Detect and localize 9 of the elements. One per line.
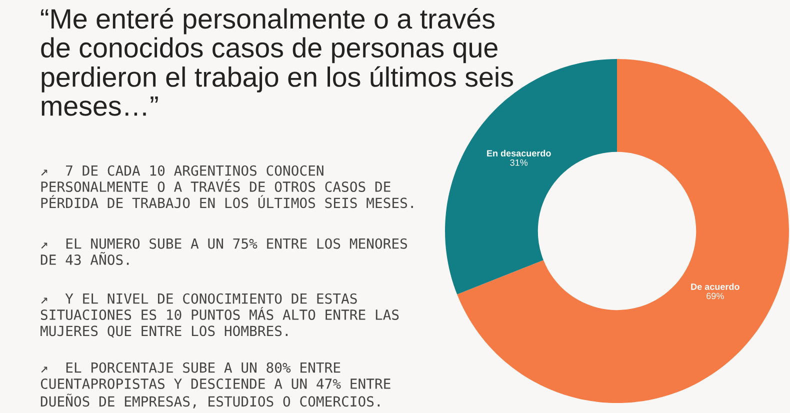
chart-title: “Me enteré personalmente o a través de conocidos casos de personas que perdieron el trabajo en los últimos seis meses…” bbox=[41, 8, 514, 116]
slice-label: En desacuerdo bbox=[487, 150, 551, 156]
text: ↗ EL NUMERO SUBE A UN 75% ENTRE LOS MENORES DE 43 AÑOS. bbox=[40, 238, 408, 265]
slice-label: De acuerdo bbox=[691, 283, 740, 290]
text: ↗ Y EL NIVEL DE CONOCIMIENTO DE ESTAS SITUACIONES ES 10 PUNTOS MÁS ALTO ENTRE LAS MUJERES QUE ENTRE LOS HOMBRES. bbox=[40, 293, 399, 338]
text: ↗ EL PORCENTAJE SUBE A UN 80% ENTRE CUENTAPROPISTAS Y DESCIENDE A UN 47% ENTRE DUEÑOS DE EMPRESAS, ESTUDIOS O COMERCIOS. bbox=[40, 362, 390, 408]
text: ↗ 7 DE CADA 10 ARGENTINOS CONOCEN PERSONALMENTE O A TRAVÉS DE OTROS CASOS DE PÉRDIDA DE TRABAJO EN LOS ÚLTIMOS SEIS MESES. bbox=[41, 165, 413, 208]
data-label: 31% bbox=[510, 159, 528, 166]
data-label: 69% bbox=[706, 292, 724, 300]
